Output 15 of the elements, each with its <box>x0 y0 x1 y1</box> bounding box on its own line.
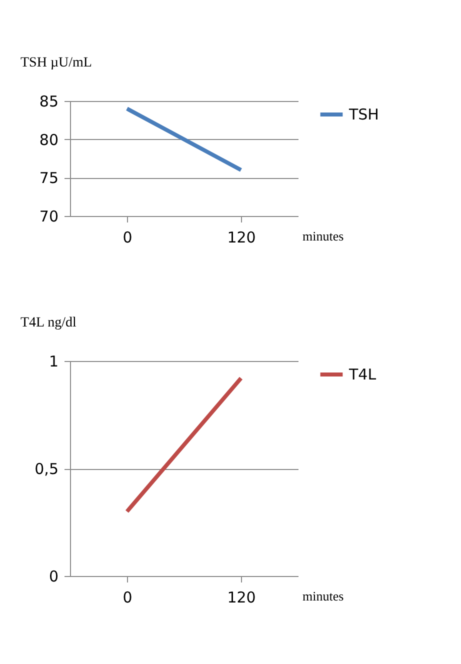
y-tick-label: 1 <box>48 352 58 370</box>
y-axis-title: T4L ng/dl <box>20 316 76 330</box>
legend-label: TSH <box>348 106 379 124</box>
y-tick-label: 75 <box>39 169 58 188</box>
y-axis-title: TSH µU/mL <box>20 56 92 70</box>
y-tick-label: 85 <box>39 92 58 110</box>
legend-label: T4L <box>348 366 377 384</box>
y-tick-label: 80 <box>39 130 58 149</box>
x-axis-title: minutes <box>302 228 344 244</box>
y-tick-label: 0 <box>48 568 58 586</box>
x-tick-label: 120 <box>227 228 256 246</box>
y-tick-label: 70 <box>39 208 58 226</box>
x-axis-title: minutes <box>302 588 344 604</box>
y-tick-label: 0,5 <box>34 460 58 478</box>
x-tick-label: 120 <box>227 588 256 606</box>
